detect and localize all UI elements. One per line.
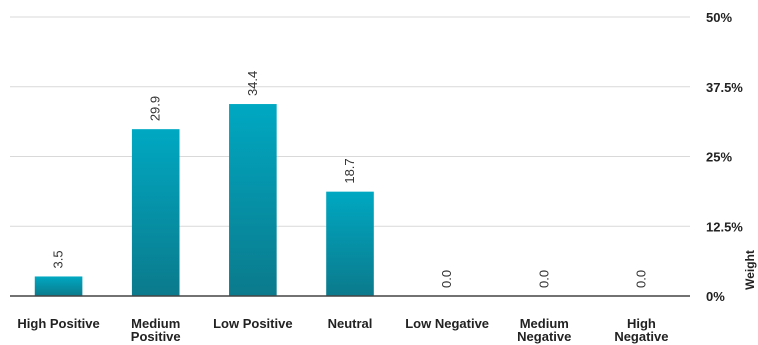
- y-tick-label: 50%: [706, 10, 732, 25]
- x-tick-label: Neutral: [328, 316, 373, 331]
- y-tick-label: 0%: [706, 289, 725, 304]
- data-label: 34.4: [245, 71, 260, 96]
- y-tick-label: 12.5%: [706, 219, 743, 234]
- bar: [131, 129, 180, 296]
- bars: [34, 104, 374, 296]
- x-tick-label: Low Negative: [405, 316, 489, 331]
- y-axis-label: Weight: [743, 250, 757, 290]
- data-label: 29.9: [148, 96, 163, 121]
- x-tick-label: High Positive: [17, 316, 99, 331]
- bar: [34, 276, 83, 296]
- data-label: 0.0: [633, 270, 648, 288]
- bar: [326, 191, 374, 296]
- labels: 0% 12.5% 25% 37.5% 50% 3.5 High Positive 29.9 Me…: [17, 10, 743, 344]
- x-tick-label: Low Positive: [213, 316, 292, 331]
- data-label: 18.7: [342, 158, 357, 183]
- x-tick-label: High Negative: [614, 316, 668, 344]
- data-label: 3.5: [51, 250, 66, 268]
- data-label: 0.0: [536, 270, 551, 288]
- bar: [229, 104, 277, 296]
- x-tick-label: Medium Negative: [517, 316, 571, 344]
- data-label: 0.0: [439, 270, 454, 288]
- x-tick-label: Medium Positive: [131, 316, 181, 344]
- y-tick-label: 37.5%: [706, 80, 743, 95]
- y-tick-label: 25%: [706, 150, 732, 165]
